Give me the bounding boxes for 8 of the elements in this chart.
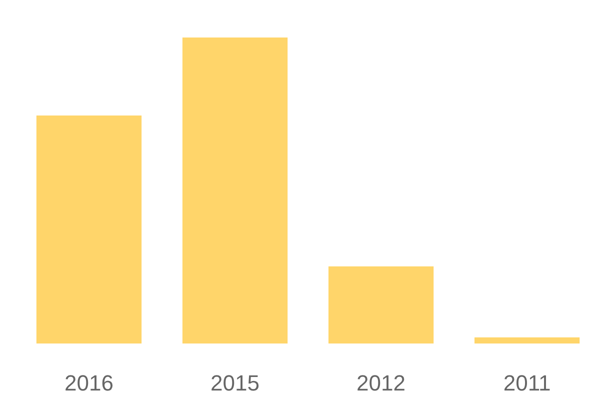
- x-tick-label: 2015: [210, 370, 260, 396]
- bar: [328, 266, 434, 344]
- bar: [36, 116, 142, 344]
- x-tick-label: 2011: [503, 370, 551, 396]
- bar: [182, 38, 288, 344]
- x-tick-label: 2016: [64, 370, 114, 396]
- bar: [474, 337, 580, 344]
- x-tick-label: 2012: [356, 370, 406, 396]
